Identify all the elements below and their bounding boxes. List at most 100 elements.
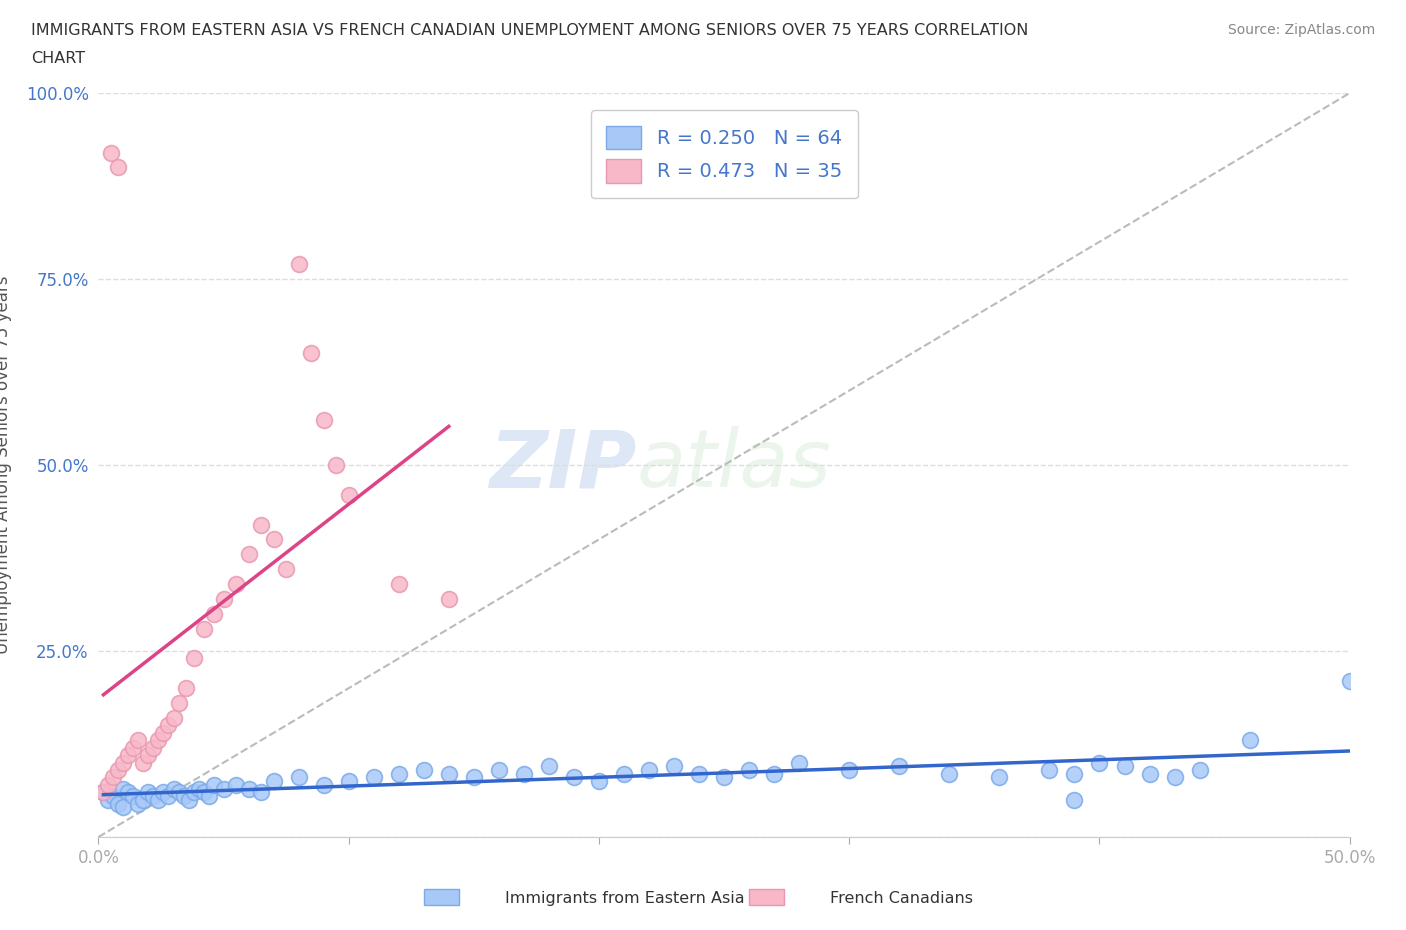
Text: atlas: atlas: [637, 426, 831, 504]
Point: [1188, 763, 1211, 777]
Point: [97, 777, 120, 792]
Point: [112, 800, 135, 815]
Text: Immigrants from Eastern Asia: Immigrants from Eastern Asia: [505, 891, 745, 906]
Point: [562, 770, 585, 785]
Point: [1163, 770, 1185, 785]
Point: [122, 789, 145, 804]
Point: [157, 718, 180, 733]
Point: [225, 577, 247, 591]
Point: [167, 785, 190, 800]
Point: [238, 547, 260, 562]
Point: [107, 796, 129, 811]
Point: [148, 733, 170, 748]
Point: [388, 577, 411, 591]
Point: [112, 755, 135, 770]
Point: [193, 621, 215, 636]
Point: [988, 770, 1011, 785]
Point: [93, 785, 115, 800]
Point: [142, 740, 165, 755]
Point: [173, 789, 195, 804]
Point: [138, 785, 160, 800]
Point: [263, 532, 285, 547]
Point: [299, 346, 322, 361]
Point: [167, 696, 190, 711]
Text: ZIP: ZIP: [489, 426, 637, 504]
Point: [1239, 733, 1261, 748]
Point: [838, 763, 860, 777]
Point: [337, 487, 360, 502]
Point: [132, 755, 155, 770]
Point: [287, 770, 309, 785]
Point: [638, 763, 661, 777]
Point: [117, 785, 139, 800]
Point: [537, 759, 560, 774]
Point: [312, 413, 335, 428]
Point: [193, 785, 215, 800]
Point: [287, 257, 309, 272]
Point: [274, 562, 298, 577]
Point: [688, 766, 710, 781]
Text: CHART: CHART: [31, 51, 84, 66]
Point: [177, 792, 200, 807]
Legend: R = 0.250   N = 64, R = 0.473   N = 35: R = 0.250 N = 64, R = 0.473 N = 35: [591, 110, 858, 198]
Point: [197, 789, 219, 804]
Point: [488, 763, 510, 777]
Point: [513, 766, 536, 781]
Point: [122, 740, 145, 755]
Point: [238, 781, 260, 796]
Point: [250, 785, 273, 800]
FancyBboxPatch shape: [423, 889, 458, 906]
Text: French Canadians: French Canadians: [831, 891, 973, 906]
Point: [127, 796, 149, 811]
Point: [127, 733, 149, 748]
Point: [738, 763, 761, 777]
Point: [225, 777, 247, 792]
Point: [312, 777, 335, 792]
Point: [107, 160, 129, 175]
Point: [363, 770, 385, 785]
Point: [162, 711, 184, 725]
Point: [152, 785, 174, 800]
Point: [1038, 763, 1060, 777]
Point: [1088, 755, 1111, 770]
Point: [613, 766, 636, 781]
Point: [183, 785, 205, 800]
Point: [263, 774, 285, 789]
Point: [1139, 766, 1161, 781]
Point: [152, 725, 174, 740]
Point: [412, 763, 434, 777]
Point: [1063, 792, 1085, 807]
Point: [889, 759, 911, 774]
Point: [103, 789, 125, 804]
Point: [437, 591, 460, 606]
Point: [162, 781, 184, 796]
Point: [100, 145, 122, 160]
Point: [763, 766, 786, 781]
Point: [938, 766, 960, 781]
Point: [662, 759, 685, 774]
Text: IMMIGRANTS FROM EASTERN ASIA VS FRENCH CANADIAN UNEMPLOYMENT AMONG SENIORS OVER : IMMIGRANTS FROM EASTERN ASIA VS FRENCH C…: [31, 23, 1028, 38]
Point: [174, 681, 197, 696]
Point: [588, 774, 610, 789]
Point: [437, 766, 460, 781]
Point: [187, 781, 209, 796]
Point: [212, 781, 235, 796]
Point: [138, 748, 160, 763]
Point: [112, 781, 135, 796]
Point: [93, 785, 115, 800]
Point: [463, 770, 485, 785]
Point: [337, 774, 360, 789]
Point: [117, 748, 139, 763]
Point: [97, 792, 120, 807]
Point: [132, 792, 155, 807]
Point: [183, 651, 205, 666]
Point: [713, 770, 735, 785]
Point: [325, 458, 347, 472]
Y-axis label: Unemployment Among Seniors over 75 years: Unemployment Among Seniors over 75 years: [0, 276, 11, 654]
Point: [212, 591, 235, 606]
Point: [107, 763, 129, 777]
Point: [142, 789, 165, 804]
Point: [103, 770, 125, 785]
Point: [388, 766, 411, 781]
Point: [1339, 673, 1361, 688]
